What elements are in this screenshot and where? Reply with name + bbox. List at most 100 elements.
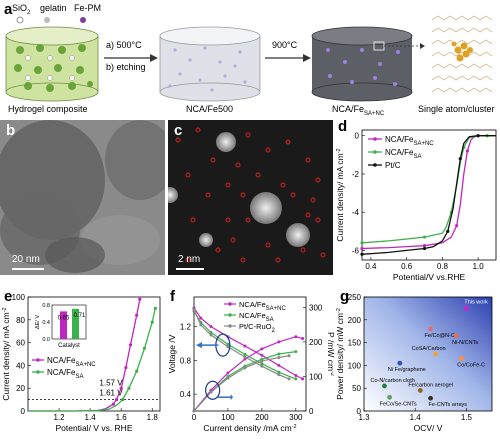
panel-b-scale-label: 20 nm: [12, 254, 40, 265]
panel-f-voltage-point: [260, 353, 264, 357]
panel-g-axes-frame: [363, 296, 493, 412]
panel-e-ylabel: Current density/ mA cm-2: [1, 307, 11, 400]
panel-f-voltage-line: [193, 309, 290, 380]
panel-e-inset-ytick-label: 0.4: [42, 320, 50, 326]
panel-d-xtick-label: 0.6: [401, 262, 413, 271]
panel-f-voltage-point: [226, 342, 230, 346]
panel-f-voltage-point: [192, 308, 196, 312]
panel-g-xtick-label: 1.3: [358, 413, 370, 422]
panel-b-tem-image: b 20 nm: [0, 120, 165, 275]
panel-f-xtick-label: 200: [255, 413, 269, 422]
panel-f-power-point: [294, 335, 298, 339]
panel-e-axes-frame: [27, 296, 161, 412]
panel-f-power-point: [243, 366, 247, 370]
panel-g-point: [387, 394, 392, 400]
panel-g-xtick-label: 1.5: [461, 413, 473, 422]
panel-f-ylabel-right: P /mW cm-2: [326, 332, 334, 376]
panel-d-series-line: [361, 135, 496, 255]
panel-d-ytick-label: -2: [352, 170, 360, 179]
panel-e-inset-ytick-label: 0.8: [42, 303, 50, 309]
panel-g-point-label: Fe/carbon aerogel: [408, 382, 453, 388]
panel-f-right-arrowhead: [230, 394, 234, 401]
panel-g-point-label: Co/CoFe-C: [457, 363, 485, 369]
panel-g-point: [428, 395, 433, 401]
panel-e-ytick-label: 40: [16, 361, 25, 370]
panel-f-ytick-right-label: 0: [309, 407, 314, 416]
panel-e-point: [142, 346, 147, 350]
step-3-label: 900°C: [272, 40, 298, 50]
panel-d-ytick-label: -4: [352, 208, 360, 217]
panel-f-power-point: [209, 390, 213, 394]
panel-d-point: [446, 229, 450, 233]
panel-f-voltage-point: [301, 377, 305, 381]
panel-f-ytick-right-label: 200: [309, 338, 323, 347]
panel-g-chart: 1.3 1.4 1.5 0 50 100 150 200 250 OCV/ V Power dens…: [335, 293, 493, 433]
sio2-legend-label: SiO2: [12, 3, 30, 16]
panel-f-power-line: [193, 336, 303, 412]
panel-e-point: [121, 398, 125, 402]
panel-d-point: [455, 223, 459, 228]
panel-g-ytick-label: 250: [348, 293, 362, 302]
panel-f-ytick-right-label: 100: [309, 372, 323, 381]
panel-e-point: [138, 297, 142, 301]
panel-e-point: [153, 306, 157, 310]
panel-d-point: [422, 246, 427, 251]
panel-c-scale-label: 2 nm: [178, 254, 201, 265]
panel-f-label: f: [170, 288, 175, 305]
panel-f-xtick-label: 0: [192, 413, 197, 422]
panel-g-ytick-label: 0: [357, 407, 362, 416]
panel-d-ytick-label: -6: [352, 246, 360, 255]
panel-g-ylabel: Power density/ mW cm-2: [335, 308, 345, 400]
panel-f-voltage-point: [209, 333, 213, 337]
step-1-label: a) 500°C: [106, 40, 142, 50]
panel-f-xtick-label: 100: [221, 413, 235, 422]
panel-f-voltage-point: [243, 352, 247, 356]
panel-d-series-line: [361, 135, 496, 244]
panel-f-ytick-right-label: 300: [309, 303, 323, 312]
gelatin-legend-label: gelatin: [40, 3, 67, 13]
panel-e-xtick-label: 1.2: [53, 413, 65, 422]
panel-f-voltage-point: [209, 325, 213, 329]
hydrogel-cylinder: [5, 26, 99, 102]
panel-f-legend-label: Pt/C-RuO2: [239, 322, 276, 334]
panel-f-voltage-line: [193, 311, 297, 380]
panel-f-legend-marker: [228, 313, 232, 317]
panel-e-point: [119, 386, 123, 390]
panel-g-point: [428, 326, 433, 332]
panel-b-label: b: [6, 122, 16, 139]
panel-e-annotation: 1.57 V: [99, 379, 123, 388]
panel-a-label: a: [4, 1, 13, 18]
panel-g-ytick-label: 200: [348, 316, 362, 325]
panel-f-legend-marker: [228, 302, 232, 306]
panel-e-xtick-label: 1.6: [116, 413, 128, 422]
panel-g-point-label: Co-N/carbon cloth: [370, 378, 414, 384]
panel-f-legend-marker: [228, 324, 232, 328]
panel-f-power-point: [301, 336, 305, 340]
panel-f-voltage-point: [243, 355, 247, 359]
panel-e-legend-label: NCA/FeSA+NC: [47, 356, 96, 368]
sio2-text: SiO: [12, 3, 28, 13]
panel-e-inset-ytick-label: 0.0: [42, 337, 50, 343]
panel-g-point-label: This work: [464, 299, 488, 305]
panel-g-point: [464, 306, 469, 311]
panel-f-voltage-point: [277, 370, 281, 374]
panel-e-inset-bar-label: 0.65: [58, 315, 70, 321]
panel-f-ylabel-left: Voltage /V: [167, 334, 177, 373]
panel-d-point: [476, 134, 480, 138]
panel-e-xtick-label: 1.4: [85, 413, 97, 422]
panel-f-left-arrowhead: [196, 342, 202, 349]
panel-g-ytick-label: 100: [348, 361, 362, 370]
panel-f-power-point: [277, 355, 281, 359]
panel-e-point: [135, 369, 139, 373]
panel-d-ytick-label: 0: [355, 132, 360, 141]
panel-f-ytick-left-label: 1.2: [180, 323, 192, 332]
panel-a: a: [0, 0, 500, 118]
panel-d-legend-label: NCA/FeSA: [385, 148, 421, 160]
panel-f-voltage-point: [277, 363, 281, 367]
panel-e-inset-ylabel: ΔE/ V: [35, 315, 41, 329]
panel-d-legend-label: Pt/C: [385, 161, 401, 170]
panel-e-point: [128, 343, 133, 347]
panel-g-xlabel: OCV/ V: [414, 423, 443, 433]
panel-d-xtick-label: 0.8: [437, 262, 449, 271]
